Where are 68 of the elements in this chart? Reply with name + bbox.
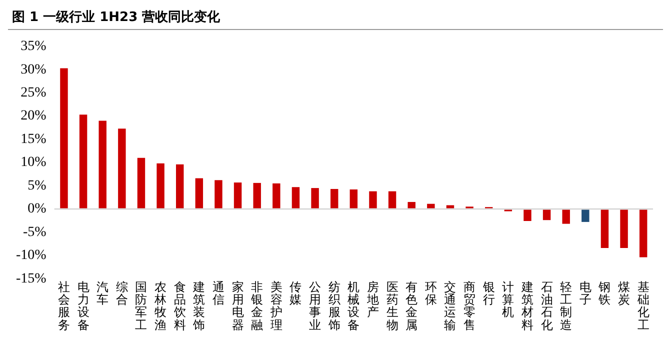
bar bbox=[176, 164, 184, 209]
bar bbox=[369, 191, 377, 209]
bar bbox=[98, 120, 106, 209]
x-tick-label: 钢铁 bbox=[598, 280, 611, 307]
bar bbox=[542, 208, 551, 220]
x-tick-label: 美容护理 bbox=[269, 280, 282, 332]
x-tick-label: 银行 bbox=[482, 280, 495, 307]
y-tick-label: -10% bbox=[16, 248, 47, 264]
bar bbox=[253, 182, 261, 209]
bar bbox=[60, 68, 68, 209]
x-tick-label: 非银金融 bbox=[250, 280, 264, 332]
bar bbox=[330, 188, 338, 209]
bar bbox=[234, 182, 242, 209]
x-tick-label: 农林牧渔 bbox=[154, 280, 167, 332]
bar bbox=[639, 208, 648, 258]
x-tick-label: 基础化工 bbox=[636, 280, 650, 332]
bar bbox=[620, 208, 628, 248]
bar bbox=[350, 189, 358, 209]
x-tick-label: 传媒 bbox=[290, 280, 302, 307]
y-tick-label: 0% bbox=[28, 202, 47, 217]
y-tick-label: 15% bbox=[20, 132, 47, 147]
bar bbox=[388, 191, 396, 209]
x-tick-label: 房地产 bbox=[366, 280, 379, 320]
y-tick-label: -5% bbox=[22, 224, 47, 240]
x-tick-label: 电子 bbox=[579, 280, 592, 307]
x-tick-label: 医药生物 bbox=[386, 280, 398, 332]
bar bbox=[118, 128, 126, 209]
x-tick-label: 家用电器 bbox=[232, 280, 244, 332]
x-tick-label: 纺织服饰 bbox=[327, 280, 340, 332]
bar bbox=[137, 158, 146, 209]
y-tick-label: 25% bbox=[20, 86, 47, 101]
x-tick-label: 石油石化 bbox=[540, 280, 553, 332]
y-tick-label: 5% bbox=[28, 178, 47, 194]
x-tick-label: 公用事业 bbox=[309, 280, 322, 332]
y-tick-label: -15% bbox=[16, 271, 47, 286]
x-tick-label: 建筑材料 bbox=[520, 280, 534, 332]
x-tick-label: 机械设备 bbox=[348, 280, 360, 332]
x-tick-label: 计算机 bbox=[502, 280, 514, 320]
y-tick-label: 10% bbox=[20, 155, 47, 170]
x-tick-label: 综合 bbox=[116, 280, 128, 307]
x-tick-label: 电力设备 bbox=[77, 280, 90, 332]
bar bbox=[562, 208, 570, 224]
x-tick-label: 汽车 bbox=[96, 280, 109, 307]
y-tick-label: 30% bbox=[20, 62, 47, 78]
bar bbox=[156, 163, 164, 209]
x-tick-label: 环保 bbox=[424, 280, 437, 307]
x-tick-label: 通信 bbox=[212, 280, 224, 307]
bar bbox=[195, 178, 204, 209]
x-tick-label: 商贸零售 bbox=[464, 280, 476, 332]
y-tick-label: 35% bbox=[20, 39, 47, 54]
x-tick-label: 有色金属 bbox=[406, 280, 418, 332]
bar bbox=[292, 187, 300, 209]
x-tick-label: 轻工制造 bbox=[560, 280, 572, 332]
x-tick-label: 国防军工 bbox=[135, 280, 148, 332]
bar bbox=[600, 208, 609, 248]
bar bbox=[214, 180, 222, 209]
x-tick-label: 建筑装饰 bbox=[192, 280, 206, 332]
x-tick-label: 煤炭 bbox=[618, 280, 630, 307]
x-tick-label: 社会服务 bbox=[58, 280, 70, 332]
bar bbox=[272, 183, 280, 209]
bar bbox=[582, 208, 590, 222]
x-tick-label: 交通运输 bbox=[444, 280, 456, 332]
chart-title: 图 1 一级行业 1H23 营收同比变化 bbox=[8, 8, 663, 30]
bar bbox=[524, 208, 532, 222]
y-tick-label: 20% bbox=[20, 108, 47, 124]
bar bbox=[79, 114, 88, 209]
bar bbox=[311, 188, 319, 209]
x-tick-label: 食品饮料 bbox=[172, 280, 186, 332]
